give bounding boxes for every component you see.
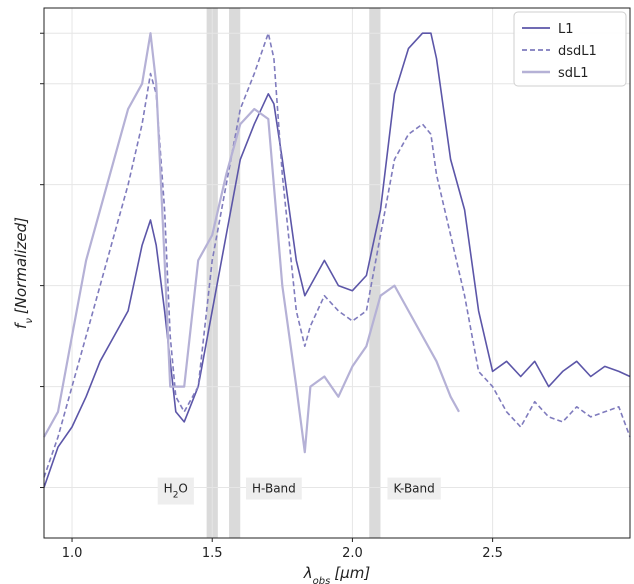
x-axis-label: λobs [μm] [303, 564, 371, 584]
axis-ticks: 1.0 1.5 2.0 2.5 [40, 32, 503, 561]
band-label-text-2: K-Band [393, 482, 434, 496]
legend-box [513, 11, 627, 87]
y-axis-label: fν[Normalized] [12, 217, 35, 329]
x-tick-label-3: 2.5 [482, 546, 503, 561]
grid-lines [44, 8, 630, 538]
legend-label-dsdL1: dsdL1 [558, 44, 597, 59]
band-labels: H2O H-Band K-Band [157, 477, 441, 505]
band-label-text-1: H-Band [252, 482, 296, 496]
band-label-0: H2O [157, 477, 194, 505]
plot-frame [43, 7, 631, 539]
band-label-1: H-Band [246, 477, 302, 500]
band-label-text-0: H2O [164, 482, 188, 501]
absorption-band-1 [229, 8, 241, 538]
x-tick-label-1: 1.5 [202, 546, 223, 561]
band-label-box-2 [387, 477, 441, 500]
x-tick-label-0: 1.0 [62, 546, 83, 561]
series-line-sdL1 [43, 32, 460, 454]
series-line-dsdL1 [43, 32, 631, 478]
band-label-2: K-Band [387, 477, 441, 500]
band-label-box-0 [157, 477, 194, 505]
legend: L1 dsdL1 sdL1 [513, 11, 627, 87]
absorption-band-2 [369, 8, 381, 538]
series-lines [43, 32, 631, 488]
series-line-L1 [43, 32, 631, 488]
legend-label-sdL1: sdL1 [558, 66, 589, 81]
band-label-box-1 [246, 477, 302, 500]
absorption-bands [206, 8, 381, 538]
x-tick-label-2: 2.0 [342, 546, 363, 561]
legend-label-L1: L1 [558, 22, 574, 37]
